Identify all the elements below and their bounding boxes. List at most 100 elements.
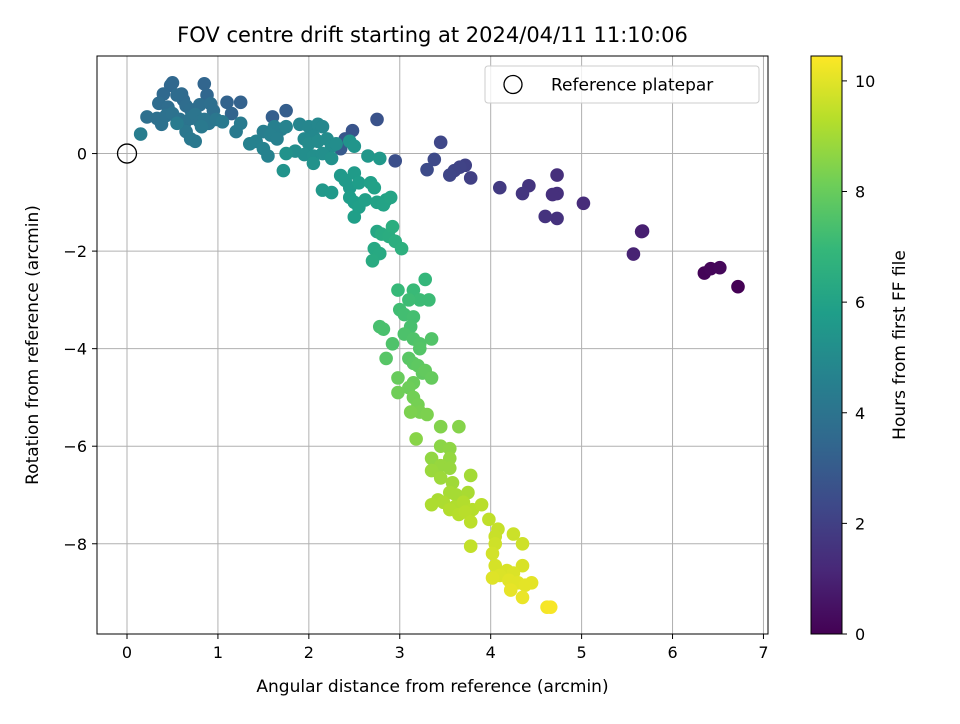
data-point (358, 193, 373, 207)
colorbar-frame (810, 55, 843, 635)
data-point (215, 115, 230, 129)
x-tick-label: 4 (486, 643, 496, 662)
data-point (220, 95, 234, 110)
y-tick-label: −2 (63, 242, 87, 261)
data-point (463, 468, 478, 483)
data-point (482, 512, 496, 527)
data-point (418, 272, 433, 287)
data-point (329, 136, 343, 151)
data-point (391, 283, 405, 297)
colorbar-tick-label: 8 (855, 183, 865, 202)
data-point (543, 600, 558, 614)
y-tick-label: −6 (63, 437, 87, 456)
data-point (385, 336, 400, 351)
y-axis-label: Rotation from reference (arcmin) (23, 205, 43, 485)
data-point (422, 293, 436, 307)
data-point (463, 171, 478, 185)
data-point (347, 139, 362, 154)
colorbar-tick-label: 10 (855, 72, 875, 91)
data-point (224, 106, 239, 121)
legend: Reference platepar (484, 65, 760, 104)
data-point (442, 461, 457, 475)
x-tick-label: 0 (122, 643, 132, 662)
legend-open-circle-icon (503, 74, 523, 95)
data-point (503, 583, 518, 597)
data-point (388, 154, 403, 168)
y-axis-ticks: 0 −2 −4 −6 −8 (63, 145, 97, 554)
data-point (324, 151, 339, 166)
data-point (409, 432, 423, 446)
data-point (412, 341, 427, 356)
colorbar-tick-label: 6 (855, 293, 865, 312)
data-point (242, 136, 257, 151)
data-point (485, 546, 500, 561)
data-point (442, 168, 457, 182)
colorbar-gradient (811, 56, 842, 634)
data-point (550, 168, 564, 182)
data-point (518, 578, 533, 593)
x-tick-label: 5 (577, 643, 587, 662)
data-point (140, 110, 154, 124)
reference-platepar-marker (116, 143, 138, 164)
x-axis-ticks: 0 1 2 3 4 5 6 7 (122, 634, 769, 662)
data-point (506, 527, 521, 541)
colorbar-tick-label: 0 (855, 625, 865, 644)
x-tick-label: 1 (213, 643, 223, 662)
data-point (515, 558, 530, 573)
data-point (324, 185, 339, 200)
data-point (391, 385, 405, 400)
data-point (550, 211, 564, 226)
data-point (276, 163, 291, 178)
data-point (452, 419, 466, 434)
data-point (394, 241, 409, 256)
colorbar: 0 2 4 6 8 10 Hours from first FF file (810, 55, 910, 644)
data-point (463, 515, 478, 529)
data-point (385, 219, 400, 234)
x-tick-label: 2 (304, 643, 314, 662)
data-point (713, 260, 727, 275)
data-point (433, 419, 448, 434)
data-point (576, 196, 591, 211)
data-point (279, 119, 293, 134)
data-point (133, 127, 148, 141)
data-point (538, 209, 553, 224)
data-point (515, 590, 530, 605)
data-point (170, 116, 184, 131)
data-point (420, 407, 434, 422)
data-point (379, 351, 393, 366)
data-point (365, 254, 380, 268)
data-point (626, 247, 641, 261)
data-point (170, 88, 184, 102)
data-point (197, 77, 212, 91)
plot-frame (96, 55, 769, 635)
data-points (133, 76, 745, 614)
colorbar-tick-label: 4 (855, 404, 865, 423)
data-point (279, 146, 293, 161)
data-point (233, 95, 248, 110)
data-point (433, 471, 448, 485)
data-point (433, 135, 448, 150)
x-tick-label: 6 (667, 643, 677, 662)
data-point (442, 441, 457, 456)
data-point (424, 463, 439, 478)
chart-title: FOV centre drift starting at 2024/04/11 … (177, 23, 688, 47)
data-point (367, 180, 382, 195)
data-point (370, 112, 384, 127)
x-tick-label: 3 (395, 643, 405, 662)
data-point (463, 539, 478, 554)
x-tick-label: 7 (758, 643, 768, 662)
data-point (424, 451, 439, 466)
data-point (515, 186, 530, 201)
legend-label: Reference platepar (551, 76, 713, 96)
data-point (279, 103, 293, 118)
data-point (442, 451, 457, 466)
data-point (347, 210, 362, 224)
reference-marker-group (116, 143, 138, 164)
data-point (424, 332, 439, 346)
data-point (474, 497, 489, 512)
x-axis-label: Angular distance from reference (arcmin) (256, 677, 608, 697)
data-point (194, 119, 209, 134)
data-point (376, 322, 391, 336)
data-point (383, 190, 398, 205)
